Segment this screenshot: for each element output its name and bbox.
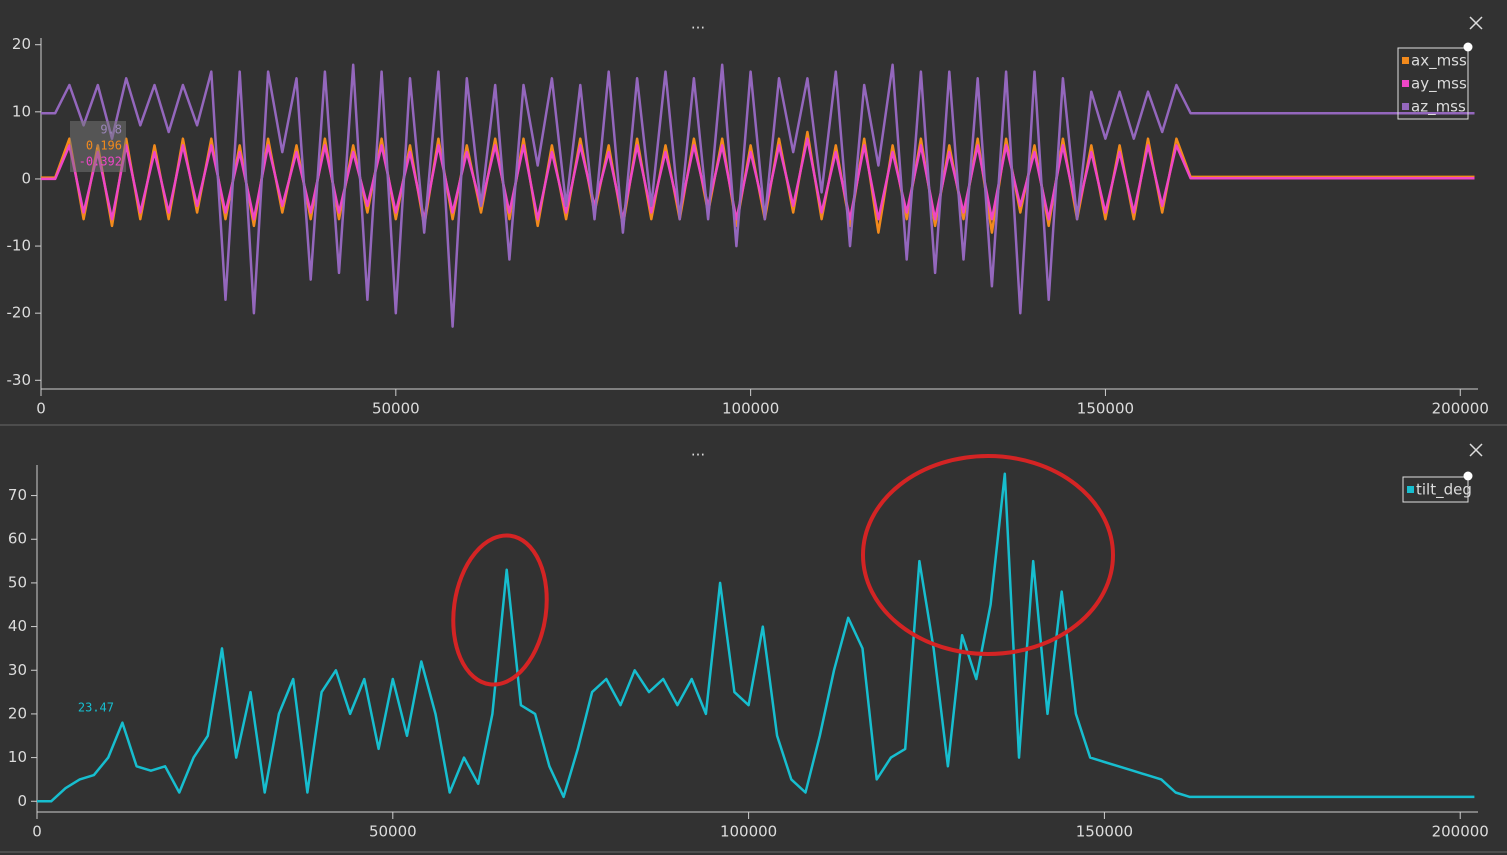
data-line: [37, 472, 1475, 803]
y-tick-label: 20: [8, 704, 27, 722]
legend-handle[interactable]: [1463, 471, 1473, 481]
legend-box: [1402, 476, 1469, 503]
y-tick-label: 0: [17, 792, 27, 810]
highlight-circle: [451, 533, 549, 687]
y-tick-label: -30: [7, 371, 32, 389]
x-tick-label: 0: [32, 823, 42, 841]
close-icon: [1469, 16, 1483, 30]
cursor-readout: 23.47: [78, 701, 114, 715]
legend-handle[interactable]: [1463, 42, 1473, 52]
y-tick-label: 20: [12, 35, 31, 53]
tilt-panel: ... 0 10 20 30 40 50 60 70 0 50000 100000 150000 2000…: [8, 442, 1489, 841]
legend-swatch: [1402, 80, 1409, 87]
close-button[interactable]: [1469, 443, 1483, 457]
y-tick-label: 70: [8, 486, 27, 504]
close-button[interactable]: [1469, 16, 1483, 30]
y-tick-label: 10: [12, 102, 31, 120]
x-tick-label: 200000: [1432, 400, 1489, 418]
legend-label: ay_mss: [1411, 75, 1467, 94]
data-line: [41, 137, 1475, 221]
x-tick-label: 200000: [1432, 823, 1489, 841]
legend-label: ax_mss: [1411, 52, 1467, 71]
legend-label: az_mss: [1411, 98, 1466, 117]
y-tick-label: 50: [8, 573, 27, 591]
cursor-readout: 9.8: [100, 123, 122, 137]
close-icon: [1469, 443, 1483, 457]
y-tick-label: 40: [8, 617, 27, 635]
y-tick-label: 60: [8, 530, 27, 548]
y-tick-label: -20: [7, 304, 32, 322]
x-tick-label: 100000: [722, 400, 779, 418]
legend-label: tilt_deg: [1416, 481, 1472, 500]
x-tick-label: 50000: [369, 823, 417, 841]
x-tick-label: 100000: [720, 823, 777, 841]
cursor-readout: 0.196: [86, 139, 122, 153]
legend-swatch: [1402, 103, 1409, 110]
y-tick-label: 0: [21, 169, 31, 187]
legend-swatch: [1402, 57, 1409, 64]
x-tick-label: 0: [36, 400, 46, 418]
accel-panel: ... -30 -20 -10 0 10 20 0 50000 100000 150000 20000…: [7, 15, 1489, 418]
legend-swatch: [1407, 486, 1414, 493]
x-tick-label: 50000: [372, 400, 420, 418]
legend-box: [1397, 47, 1469, 120]
y-tick-label: 10: [8, 748, 27, 766]
highlight-circle: [861, 454, 1115, 656]
data-line: [41, 63, 1475, 328]
y-tick-label: -10: [7, 237, 32, 255]
readout-box: [70, 121, 126, 172]
cursor-readout: -0.392: [79, 155, 122, 169]
x-tick-label: 150000: [1076, 823, 1133, 841]
x-tick-label: 150000: [1077, 400, 1134, 418]
panel-title: ...: [691, 15, 705, 33]
y-tick-label: 30: [8, 661, 27, 679]
panel-title: ...: [691, 442, 705, 460]
